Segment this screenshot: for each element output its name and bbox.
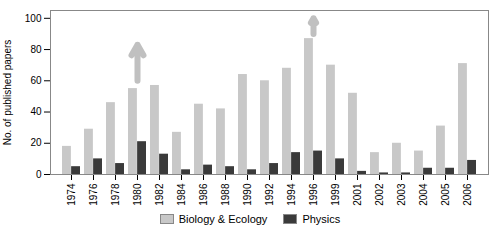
svg-text:0: 0	[36, 169, 42, 180]
html-text:Physics: Physics	[302, 213, 341, 225]
svg-text:40: 40	[30, 106, 42, 117]
svg-text:1988: 1988	[220, 183, 231, 206]
svg-text:1974: 1974	[66, 183, 77, 206]
svg-text:2001: 2001	[352, 183, 363, 206]
svg-text:2004: 2004	[418, 183, 429, 206]
svg-text:1990: 1990	[242, 183, 253, 206]
svg-text:1978: 1978	[110, 183, 121, 206]
svg-text:1984: 1984	[176, 183, 187, 206]
svg-text:1980: 1980	[132, 183, 143, 206]
svg-text:2005: 2005	[440, 183, 451, 206]
svg-text:80: 80	[30, 44, 42, 55]
html-text:Biology & Ecology: Biology & Ecology	[178, 213, 268, 225]
svg-text:1992: 1992	[264, 183, 275, 206]
svg-text:100: 100	[25, 13, 42, 24]
svg-text:20: 20	[30, 137, 42, 148]
svg-text:1996: 1996	[308, 183, 319, 206]
svg-text:2006: 2006	[462, 183, 473, 206]
svg-text:2002: 2002	[374, 183, 385, 206]
svg-text:1976: 1976	[88, 183, 99, 206]
svg-text:No. of published papers: No. of published papers	[2, 40, 13, 146]
svg-text:1982: 1982	[154, 183, 165, 206]
svg-text:2003: 2003	[396, 183, 407, 206]
svg-text:1986: 1986	[198, 183, 209, 206]
svg-text:1999: 1999	[330, 183, 341, 206]
svg-text:1994: 1994	[286, 183, 297, 206]
svg-text:60: 60	[30, 75, 42, 86]
